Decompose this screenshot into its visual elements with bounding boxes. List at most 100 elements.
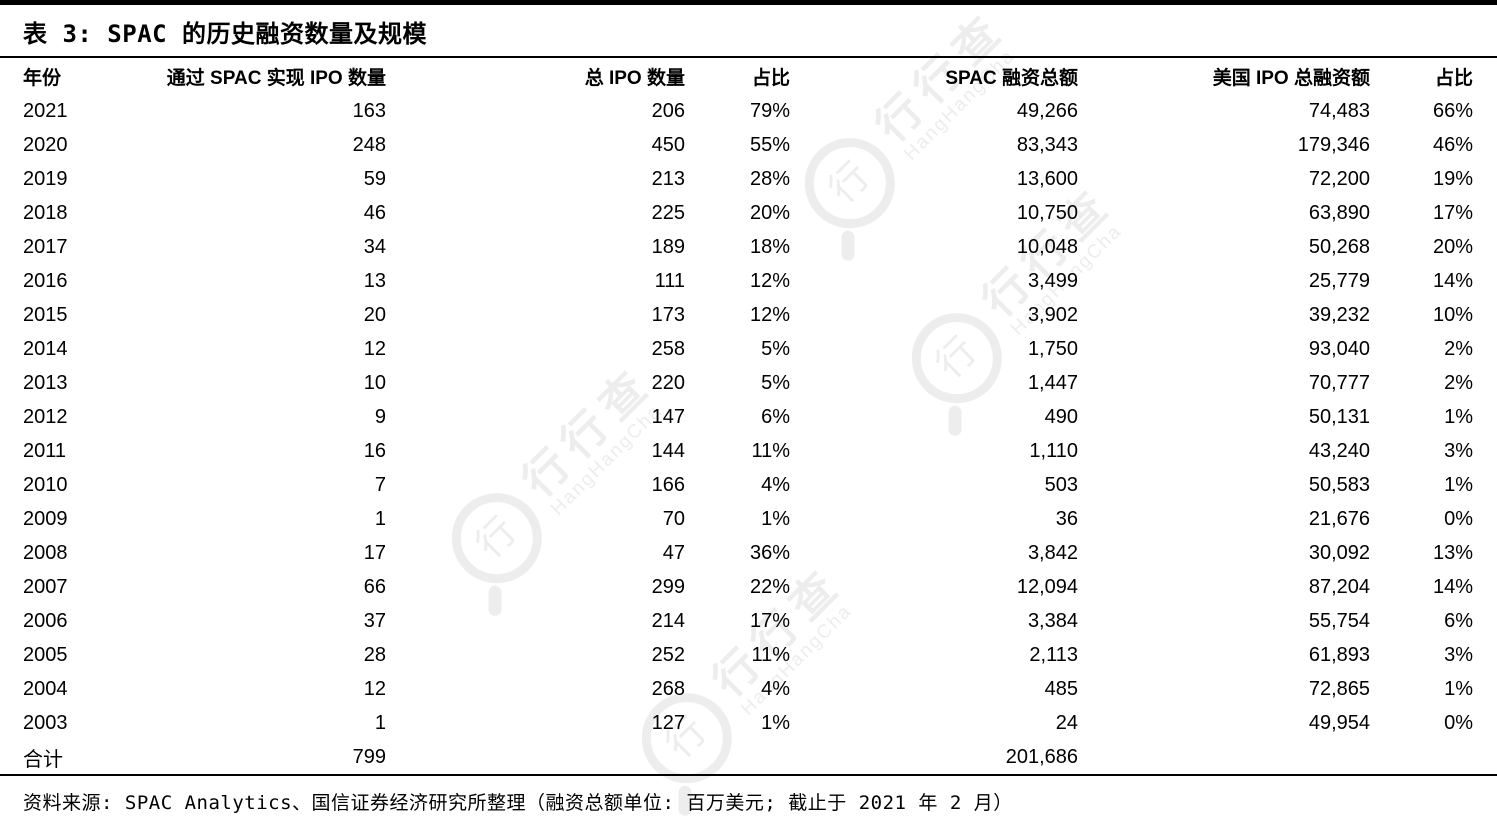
cell-year: 2020 — [23, 133, 68, 156]
cell-value: 10,048 — [1016, 235, 1078, 258]
cell-value: 55,754 — [1308, 609, 1370, 632]
total-row: 合计 799 201,686 — [0, 740, 1497, 775]
cell-value: 1,447 — [1027, 371, 1078, 394]
cell-value: 10% — [1432, 303, 1473, 326]
table-row: 2006 37 214 17% 3,384 55,754 6% — [0, 604, 1497, 638]
table-row: 2015 20 173 12% 3,902 39,232 10% — [0, 298, 1497, 332]
cell-value: 3,499 — [1027, 269, 1078, 292]
cell-value: 11% — [751, 643, 790, 666]
cell-value: 3,902 — [1027, 303, 1078, 326]
cell-value — [1078, 740, 1370, 775]
cell-value: 12,094 — [1016, 575, 1078, 598]
cell-value: 20% — [749, 201, 790, 224]
cell-value: 1% — [761, 711, 790, 734]
col-header-share-2: 占比 — [1434, 67, 1473, 89]
cell-value: 1,750 — [1027, 337, 1078, 360]
cell-value: 1% — [761, 507, 790, 530]
cell-value: 46 — [363, 201, 386, 224]
table-row: 2019 59 213 28% 13,600 72,200 19% — [0, 162, 1497, 196]
cell-year: 合计 — [23, 748, 63, 771]
cell-year: 2005 — [23, 643, 68, 666]
cell-value: 111 — [654, 269, 685, 292]
cell-value: 11% — [751, 439, 790, 462]
table-row: 2003 1 127 1% 24 49,954 0% — [0, 706, 1497, 740]
cell-value: 36% — [749, 541, 790, 564]
cell-value: 1,110 — [1029, 439, 1078, 462]
cell-value: 6% — [1444, 609, 1473, 632]
cell-value: 70 — [662, 507, 685, 530]
cell-year: 2008 — [23, 541, 68, 564]
cell-value: 5% — [761, 371, 790, 394]
top-rule — [0, 0, 1497, 5]
cell-value — [1370, 740, 1497, 775]
cell-year: 2019 — [23, 167, 68, 190]
cell-year: 2016 — [23, 269, 68, 292]
cell-value: 17 — [363, 541, 386, 564]
cell-value: 12 — [363, 337, 386, 360]
cell-value: 206 — [651, 99, 685, 122]
cell-value: 25,779 — [1308, 269, 1370, 292]
cell-year: 2013 — [23, 371, 68, 394]
table-row: 2013 10 220 5% 1,447 70,777 2% — [0, 366, 1497, 400]
cell-value: 24 — [1055, 711, 1078, 734]
table-header: 年份 通过 SPAC 实现 IPO 数量 总 IPO 数量 占比 SPAC 融资… — [0, 58, 1497, 94]
cell-value: 28% — [749, 167, 790, 190]
cell-year: 2012 — [23, 405, 68, 428]
cell-value: 4% — [761, 677, 790, 700]
col-header-share-1: 占比 — [751, 67, 790, 89]
cell-year: 2015 — [23, 303, 68, 326]
cell-value: 50,131 — [1308, 405, 1370, 428]
cell-value: 6% — [761, 405, 790, 428]
cell-year: 2014 — [23, 337, 68, 360]
cell-value: 72,200 — [1308, 167, 1370, 190]
cell-value: 220 — [651, 371, 685, 394]
cell-value: 248 — [352, 133, 386, 156]
cell-value: 14% — [1432, 269, 1473, 292]
cell-value: 213 — [651, 167, 685, 190]
cell-value: 20% — [1432, 235, 1473, 258]
cell-value: 19% — [1432, 167, 1473, 190]
cell-value: 144 — [651, 439, 685, 462]
cell-value: 74,483 — [1308, 99, 1370, 122]
cell-value: 87,204 — [1308, 575, 1370, 598]
table-row: 2012 9 147 6% 490 50,131 1% — [0, 400, 1497, 434]
cell-value: 1% — [1444, 677, 1473, 700]
cell-value: 13% — [1432, 541, 1473, 564]
cell-value: 1 — [374, 711, 386, 734]
cell-value: 2% — [1444, 337, 1473, 360]
cell-value: 163 — [352, 99, 386, 122]
cell-value — [685, 740, 790, 775]
cell-year: 2011 — [23, 439, 67, 462]
cell-value: 61,893 — [1308, 643, 1370, 666]
cell-value: 3,842 — [1027, 541, 1078, 564]
cell-value: 18% — [749, 235, 790, 258]
cell-value: 20 — [363, 303, 386, 326]
cell-value: 39,232 — [1308, 303, 1370, 326]
cell-year: 2018 — [23, 201, 68, 224]
cell-value: 5% — [761, 337, 790, 360]
cell-value: 189 — [651, 235, 685, 258]
col-header-year: 年份 — [23, 67, 62, 89]
cell-value: 9 — [374, 405, 386, 428]
cell-value: 3% — [1444, 439, 1473, 462]
col-header-total-ipo-count: 总 IPO 数量 — [584, 67, 685, 89]
cell-value: 50,583 — [1308, 473, 1370, 496]
cell-value: 166 — [651, 473, 685, 496]
cell-value: 47 — [662, 541, 685, 564]
table-body: 2021 163 206 79% 49,266 74,483 66% 2020 248 450 55… — [0, 94, 1497, 775]
cell-value: 799 — [352, 745, 386, 768]
cell-value: 2% — [1444, 371, 1473, 394]
cell-value: 55% — [749, 133, 790, 156]
cell-value: 10,750 — [1016, 201, 1078, 224]
cell-value: 127 — [651, 711, 685, 734]
cell-year: 2006 — [23, 609, 68, 632]
cell-year: 2009 — [23, 507, 68, 530]
cell-value: 66 — [363, 575, 386, 598]
cell-value: 1% — [1444, 405, 1473, 428]
table-row: 2018 46 225 20% 10,750 63,890 17% — [0, 196, 1497, 230]
cell-value: 93,040 — [1308, 337, 1370, 360]
cell-value: 21,676 — [1308, 507, 1370, 530]
cell-value: 50,268 — [1308, 235, 1370, 258]
cell-value: 147 — [651, 405, 685, 428]
